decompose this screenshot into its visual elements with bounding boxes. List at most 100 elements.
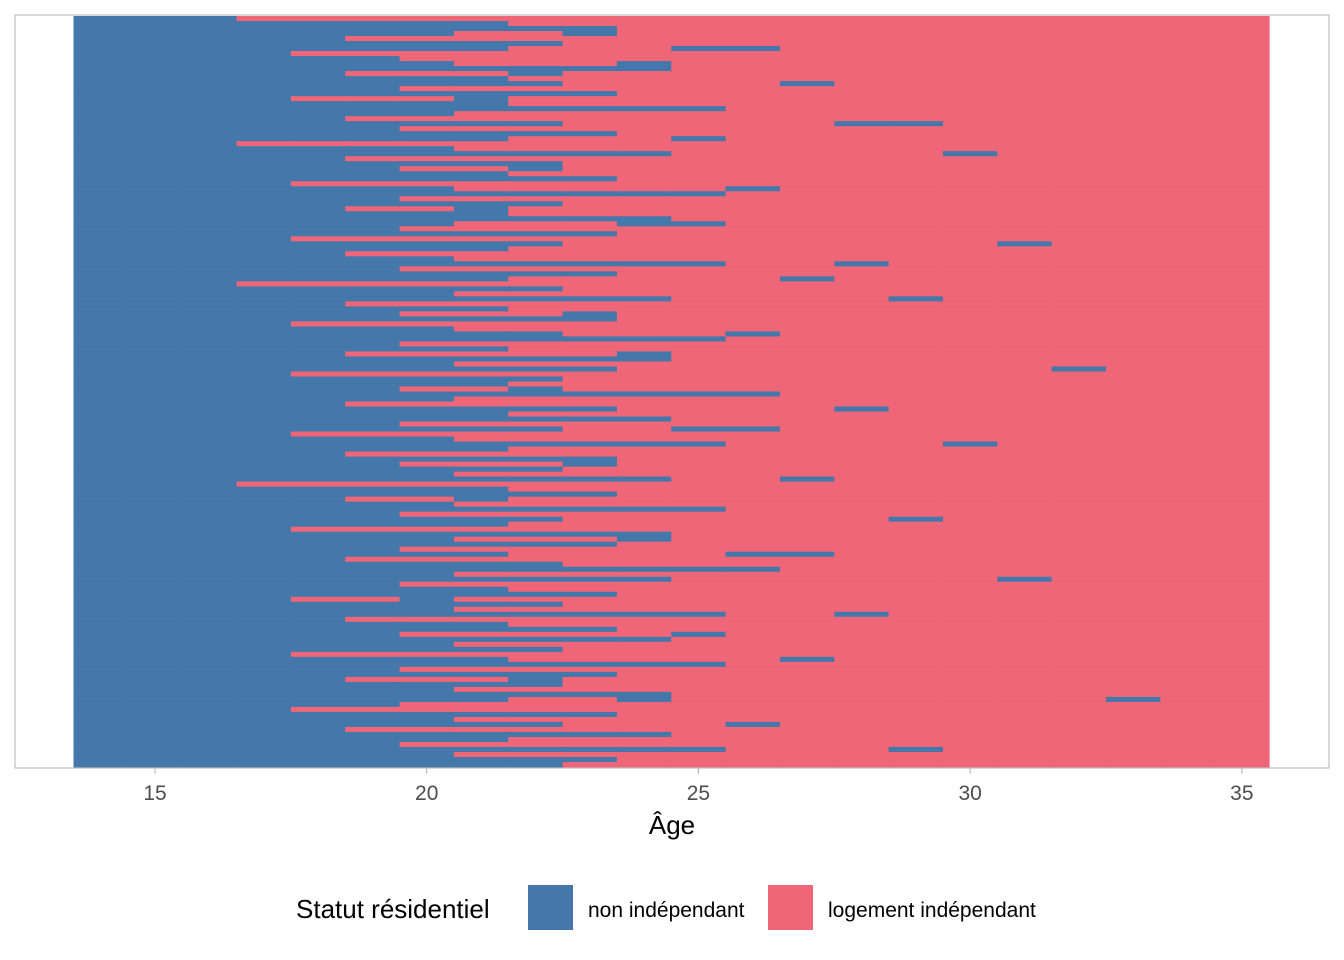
sequence-cell xyxy=(399,166,455,172)
sequence-cell xyxy=(73,191,129,197)
sequence-cell xyxy=(453,301,509,307)
sequence-cell xyxy=(834,221,890,227)
sequence-cell xyxy=(779,601,835,608)
sequence-cell xyxy=(290,551,346,558)
sequence-cell xyxy=(399,671,455,678)
sequence-cell xyxy=(73,306,129,312)
sequence-cell xyxy=(508,76,564,82)
sequence-cell xyxy=(1105,681,1161,688)
sequence-cell xyxy=(1214,406,1270,412)
sequence-cell xyxy=(290,451,346,457)
sequence-cell xyxy=(779,516,835,523)
sequence-cell xyxy=(997,636,1053,643)
sequence-cell xyxy=(127,221,183,227)
sequence-cell xyxy=(725,591,781,598)
sequence-cell xyxy=(562,171,618,177)
sequence-cell xyxy=(345,241,401,247)
sequence-cell xyxy=(888,136,944,142)
sequence-row xyxy=(73,716,1270,723)
sequence-cell xyxy=(345,236,401,242)
sequence-cell xyxy=(725,531,781,538)
sequence-row xyxy=(73,51,1270,57)
sequence-cell xyxy=(399,151,455,157)
sequence-cell xyxy=(1160,711,1216,718)
sequence-cell xyxy=(562,611,618,618)
sequence-cell xyxy=(508,416,564,422)
sequence-row xyxy=(73,571,1270,578)
sequence-cell xyxy=(1214,26,1270,32)
sequence-cell xyxy=(942,716,998,723)
sequence-cell xyxy=(834,246,890,252)
sequence-cell xyxy=(1105,511,1161,518)
sequence-cell xyxy=(1105,491,1161,498)
sequence-cell xyxy=(453,96,509,102)
sequence-cell xyxy=(888,41,944,47)
sequence-cell xyxy=(453,291,509,297)
sequence-cell xyxy=(127,721,183,728)
sequence-row xyxy=(73,91,1270,97)
sequence-cell xyxy=(127,476,183,483)
sequence-cell xyxy=(779,716,835,723)
sequence-cell xyxy=(725,376,781,382)
sequence-cell xyxy=(779,66,835,72)
sequence-cell xyxy=(345,36,401,42)
sequence-cell xyxy=(1214,666,1270,673)
sequence-cell xyxy=(1105,376,1161,382)
sequence-cell xyxy=(671,486,727,493)
sequence-cell xyxy=(671,246,727,252)
sequence-cell xyxy=(182,181,238,187)
sequence-cell xyxy=(1214,136,1270,142)
sequence-cell xyxy=(671,276,727,282)
sequence-cell xyxy=(73,121,129,127)
sequence-cell xyxy=(73,316,129,322)
sequence-cell xyxy=(453,171,509,177)
sequence-cell xyxy=(399,376,455,382)
sequence-cell xyxy=(725,521,781,528)
sequence-cell xyxy=(127,91,183,97)
sequence-cell xyxy=(834,281,890,287)
sequence-cell xyxy=(236,506,292,513)
sequence-cell xyxy=(1105,421,1161,427)
sequence-cell xyxy=(997,456,1053,462)
sequence-cell xyxy=(127,101,183,107)
sequence-cell xyxy=(997,256,1053,262)
sequence-cell xyxy=(942,456,998,462)
sequence-cell xyxy=(1160,716,1216,723)
sequence-cell xyxy=(182,706,238,713)
sequence-cell xyxy=(616,26,672,32)
sequence-cell xyxy=(562,161,618,167)
sequence-cell xyxy=(1105,581,1161,588)
sequence-cell xyxy=(1105,446,1161,452)
sequence-cell xyxy=(453,86,509,92)
sequence-cell xyxy=(236,351,292,357)
sequence-cell xyxy=(73,446,129,452)
sequence-cell xyxy=(453,206,509,212)
sequence-cell xyxy=(942,201,998,207)
sequence-cell xyxy=(127,501,183,508)
sequence-row xyxy=(73,671,1270,678)
sequence-cell xyxy=(1051,706,1107,713)
sequence-cell xyxy=(127,41,183,47)
sequence-cell xyxy=(73,296,129,302)
sequence-cell xyxy=(942,681,998,688)
sequence-cell xyxy=(453,506,509,513)
sequence-cell xyxy=(834,426,890,432)
sequence-cell xyxy=(834,201,890,207)
sequence-cell xyxy=(671,651,727,658)
sequence-cell xyxy=(73,266,129,272)
sequence-cell xyxy=(73,496,129,503)
sequence-row xyxy=(73,321,1270,327)
sequence-cell xyxy=(671,536,727,543)
sequence-cell xyxy=(616,536,672,543)
sequence-cell xyxy=(1160,626,1216,633)
sequence-row xyxy=(73,351,1270,357)
sequence-cell xyxy=(453,641,509,648)
sequence-cell xyxy=(508,251,564,257)
sequence-cell xyxy=(616,651,672,658)
sequence-row xyxy=(73,296,1270,302)
sequence-cell xyxy=(888,151,944,157)
sequence-cell xyxy=(942,561,998,568)
sequence-cell xyxy=(1105,161,1161,167)
sequence-cell xyxy=(1051,166,1107,172)
sequence-cell xyxy=(508,261,564,267)
